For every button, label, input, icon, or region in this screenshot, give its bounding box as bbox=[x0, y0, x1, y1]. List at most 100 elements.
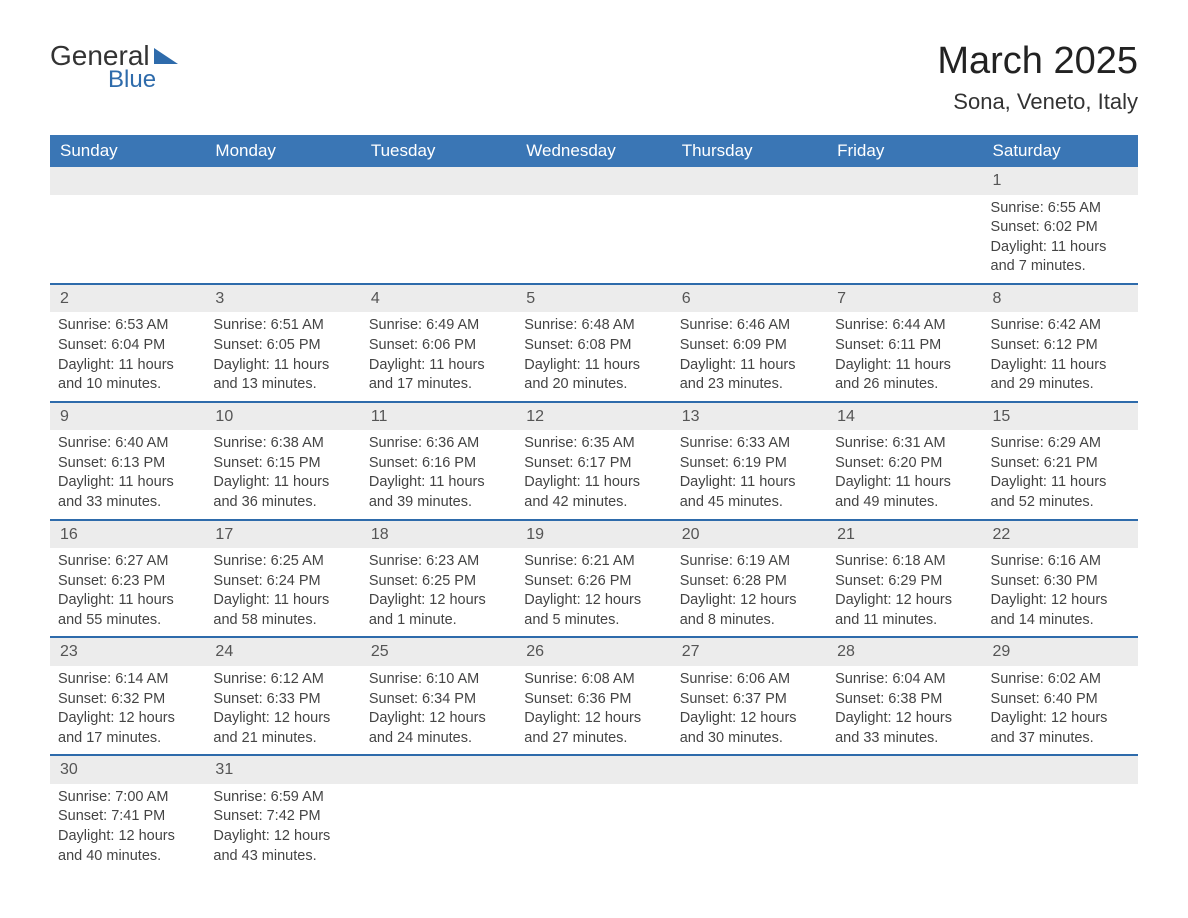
month-title: March 2025 bbox=[937, 40, 1138, 83]
daylight-line: Daylight: 11 hours and 55 minutes. bbox=[58, 591, 197, 630]
day-cell: Sunrise: 6:38 AMSunset: 6:15 PMDaylight:… bbox=[205, 430, 360, 519]
daylight-line: Daylight: 12 hours and 14 minutes. bbox=[991, 591, 1130, 630]
day-cell: Sunrise: 6:10 AMSunset: 6:34 PMDaylight:… bbox=[361, 666, 516, 755]
day-number: 15 bbox=[983, 402, 1138, 431]
weekday-header: Sunday bbox=[50, 135, 205, 167]
day-number: 3 bbox=[205, 284, 360, 313]
day-number: 25 bbox=[361, 637, 516, 666]
day-cell bbox=[361, 784, 516, 872]
sunset-line: Sunset: 6:23 PM bbox=[58, 572, 197, 592]
daylight-line: Daylight: 11 hours and 26 minutes. bbox=[835, 356, 974, 395]
sunrise-line: Sunrise: 6:18 AM bbox=[835, 552, 974, 572]
sunrise-line: Sunrise: 6:12 AM bbox=[213, 670, 352, 690]
daylight-line: Daylight: 12 hours and 40 minutes. bbox=[58, 827, 197, 866]
day-number: 4 bbox=[361, 284, 516, 313]
daylight-line: Daylight: 12 hours and 8 minutes. bbox=[680, 591, 819, 630]
day-number: 2 bbox=[50, 284, 205, 313]
weekday-header: Monday bbox=[205, 135, 360, 167]
sunrise-line: Sunrise: 6:36 AM bbox=[369, 434, 508, 454]
day-cell: Sunrise: 6:35 AMSunset: 6:17 PMDaylight:… bbox=[516, 430, 671, 519]
day-number: 22 bbox=[983, 520, 1138, 549]
day-cell: Sunrise: 6:46 AMSunset: 6:09 PMDaylight:… bbox=[672, 312, 827, 401]
day-number: 31 bbox=[205, 755, 360, 784]
sunrise-line: Sunrise: 6:10 AM bbox=[369, 670, 508, 690]
day-number: 12 bbox=[516, 402, 671, 431]
sunrise-line: Sunrise: 6:06 AM bbox=[680, 670, 819, 690]
sunset-line: Sunset: 6:11 PM bbox=[835, 336, 974, 356]
day-number: 8 bbox=[983, 284, 1138, 313]
calendar-table: Sunday Monday Tuesday Wednesday Thursday… bbox=[50, 135, 1138, 872]
detail-row: Sunrise: 6:53 AMSunset: 6:04 PMDaylight:… bbox=[50, 312, 1138, 401]
title-block: March 2025 Sona, Veneto, Italy bbox=[937, 40, 1138, 115]
day-cell: Sunrise: 6:18 AMSunset: 6:29 PMDaylight:… bbox=[827, 548, 982, 637]
day-cell: Sunrise: 7:00 AMSunset: 7:41 PMDaylight:… bbox=[50, 784, 205, 872]
day-cell: Sunrise: 6:49 AMSunset: 6:06 PMDaylight:… bbox=[361, 312, 516, 401]
sunset-line: Sunset: 6:17 PM bbox=[524, 454, 663, 474]
sunset-line: Sunset: 6:25 PM bbox=[369, 572, 508, 592]
sunrise-line: Sunrise: 6:27 AM bbox=[58, 552, 197, 572]
sunset-line: Sunset: 6:28 PM bbox=[680, 572, 819, 592]
location: Sona, Veneto, Italy bbox=[937, 89, 1138, 115]
day-cell: Sunrise: 6:48 AMSunset: 6:08 PMDaylight:… bbox=[516, 312, 671, 401]
daylight-line: Daylight: 11 hours and 39 minutes. bbox=[369, 473, 508, 512]
calendar-body: 1Sunrise: 6:55 AMSunset: 6:02 PMDaylight… bbox=[50, 167, 1138, 872]
day-number: 23 bbox=[50, 637, 205, 666]
sunset-line: Sunset: 6:30 PM bbox=[991, 572, 1130, 592]
day-number bbox=[361, 755, 516, 784]
day-number: 24 bbox=[205, 637, 360, 666]
day-cell bbox=[361, 195, 516, 284]
daylight-line: Daylight: 12 hours and 33 minutes. bbox=[835, 709, 974, 748]
daylight-line: Daylight: 12 hours and 17 minutes. bbox=[58, 709, 197, 748]
sunset-line: Sunset: 6:36 PM bbox=[524, 690, 663, 710]
day-cell bbox=[50, 195, 205, 284]
sunset-line: Sunset: 6:20 PM bbox=[835, 454, 974, 474]
sunset-line: Sunset: 6:34 PM bbox=[369, 690, 508, 710]
daylight-line: Daylight: 11 hours and 45 minutes. bbox=[680, 473, 819, 512]
sunset-line: Sunset: 6:32 PM bbox=[58, 690, 197, 710]
day-number: 1 bbox=[983, 167, 1138, 195]
day-number: 21 bbox=[827, 520, 982, 549]
detail-row: Sunrise: 6:55 AMSunset: 6:02 PMDaylight:… bbox=[50, 195, 1138, 284]
sunrise-line: Sunrise: 6:29 AM bbox=[991, 434, 1130, 454]
daylight-line: Daylight: 12 hours and 5 minutes. bbox=[524, 591, 663, 630]
day-cell bbox=[516, 195, 671, 284]
sunrise-line: Sunrise: 6:55 AM bbox=[991, 199, 1130, 219]
day-cell bbox=[827, 195, 982, 284]
weekday-header: Friday bbox=[827, 135, 982, 167]
day-number: 28 bbox=[827, 637, 982, 666]
sunset-line: Sunset: 6:12 PM bbox=[991, 336, 1130, 356]
day-cell bbox=[672, 784, 827, 872]
daylight-line: Daylight: 11 hours and 49 minutes. bbox=[835, 473, 974, 512]
sunrise-line: Sunrise: 7:00 AM bbox=[58, 788, 197, 808]
day-number bbox=[50, 167, 205, 195]
sunset-line: Sunset: 7:41 PM bbox=[58, 807, 197, 827]
sunset-line: Sunset: 6:29 PM bbox=[835, 572, 974, 592]
sunset-line: Sunset: 6:38 PM bbox=[835, 690, 974, 710]
sunrise-line: Sunrise: 6:04 AM bbox=[835, 670, 974, 690]
detail-row: Sunrise: 6:27 AMSunset: 6:23 PMDaylight:… bbox=[50, 548, 1138, 637]
daylight-line: Daylight: 11 hours and 36 minutes. bbox=[213, 473, 352, 512]
day-number: 29 bbox=[983, 637, 1138, 666]
weekday-header: Thursday bbox=[672, 135, 827, 167]
daylight-line: Daylight: 12 hours and 27 minutes. bbox=[524, 709, 663, 748]
sunrise-line: Sunrise: 6:23 AM bbox=[369, 552, 508, 572]
logo: General Blue bbox=[50, 40, 178, 94]
daynum-row: 23242526272829 bbox=[50, 637, 1138, 666]
daylight-line: Daylight: 11 hours and 17 minutes. bbox=[369, 356, 508, 395]
daylight-line: Daylight: 11 hours and 29 minutes. bbox=[991, 356, 1130, 395]
daylight-line: Daylight: 12 hours and 11 minutes. bbox=[835, 591, 974, 630]
day-number: 7 bbox=[827, 284, 982, 313]
day-number: 9 bbox=[50, 402, 205, 431]
day-cell: Sunrise: 6:06 AMSunset: 6:37 PMDaylight:… bbox=[672, 666, 827, 755]
sunset-line: Sunset: 6:33 PM bbox=[213, 690, 352, 710]
daylight-line: Daylight: 12 hours and 21 minutes. bbox=[213, 709, 352, 748]
detail-row: Sunrise: 6:14 AMSunset: 6:32 PMDaylight:… bbox=[50, 666, 1138, 755]
logo-text-blue: Blue bbox=[108, 66, 156, 94]
daynum-row: 3031 bbox=[50, 755, 1138, 784]
daylight-line: Daylight: 11 hours and 33 minutes. bbox=[58, 473, 197, 512]
day-cell: Sunrise: 6:51 AMSunset: 6:05 PMDaylight:… bbox=[205, 312, 360, 401]
sunset-line: Sunset: 6:05 PM bbox=[213, 336, 352, 356]
day-cell bbox=[827, 784, 982, 872]
day-number: 17 bbox=[205, 520, 360, 549]
day-cell: Sunrise: 6:29 AMSunset: 6:21 PMDaylight:… bbox=[983, 430, 1138, 519]
